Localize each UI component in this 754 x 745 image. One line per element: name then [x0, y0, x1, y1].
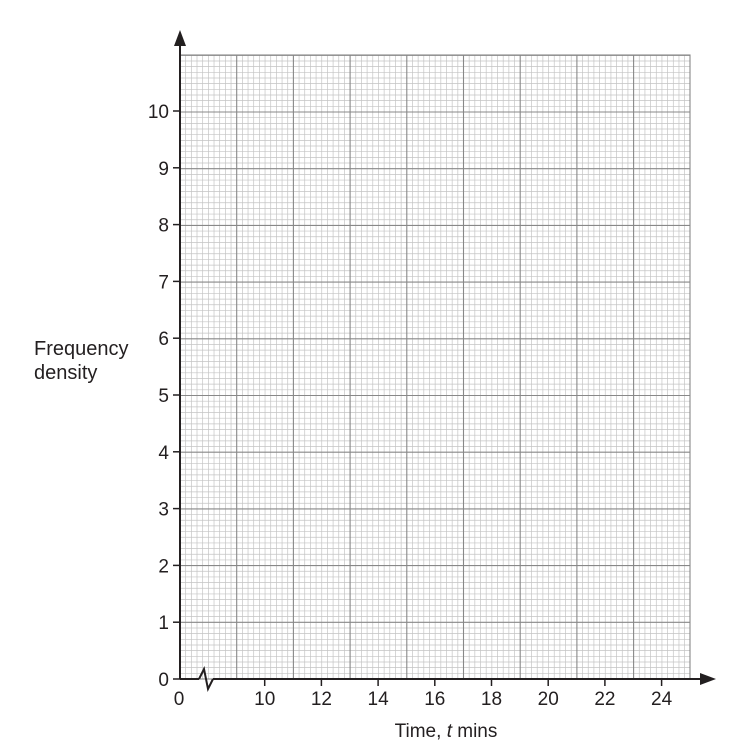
x-axis-title-variable: t — [447, 721, 453, 742]
y-tick-label: 2 — [158, 556, 169, 577]
y-tick-label: 6 — [158, 329, 169, 350]
y-axis-title: Frequency density — [34, 337, 129, 385]
x-tick-labels: 10 12 14 16 18 20 22 24 — [254, 679, 673, 710]
x-axis-title-part-1: Time, — [395, 721, 447, 742]
x-origin-label: 0 — [174, 689, 185, 710]
x-tick-label: 16 — [424, 689, 445, 710]
axes — [174, 30, 716, 693]
y-tick-labels: 0 1 2 3 4 5 6 7 8 9 10 — [148, 102, 180, 691]
y-tick-label: 9 — [158, 159, 169, 180]
y-axis-title-line-2: density — [34, 362, 98, 384]
y-axis-arrow — [174, 30, 186, 46]
x-tick-label: 10 — [254, 689, 275, 710]
y-tick-label: 10 — [148, 102, 169, 123]
y-tick-label: 5 — [158, 386, 169, 407]
x-tick-label: 12 — [311, 689, 332, 710]
x-axis-break — [198, 665, 214, 693]
x-axis-title-part-2: mins — [452, 721, 497, 742]
y-tick-label: 8 — [158, 216, 169, 237]
x-tick-label: 22 — [594, 689, 615, 710]
x-tick-label: 18 — [481, 689, 502, 710]
x-axis-arrow — [700, 673, 716, 685]
x-tick-label: 14 — [368, 689, 390, 710]
y-tick-label: 1 — [158, 613, 169, 634]
grid-minor — [180, 55, 690, 679]
x-tick-label: 24 — [651, 689, 673, 710]
y-tick-label: 4 — [158, 443, 169, 464]
y-tick-label: 3 — [158, 500, 169, 521]
y-tick-label: 7 — [158, 272, 169, 293]
x-axis-title: Time, t mins — [395, 721, 498, 742]
y-axis-title-line-1: Frequency — [34, 338, 129, 360]
x-tick-label: 20 — [538, 689, 559, 710]
y-tick-label: 0 — [158, 670, 169, 691]
